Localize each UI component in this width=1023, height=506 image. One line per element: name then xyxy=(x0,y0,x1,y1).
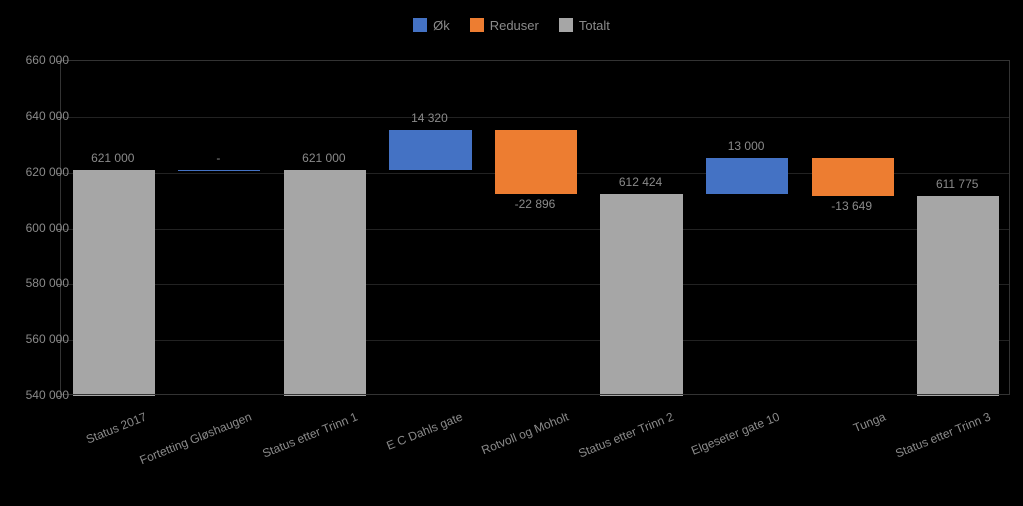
legend-swatch xyxy=(559,18,573,32)
x-axis-label: Status etter Trinn 2 xyxy=(577,410,676,461)
value-label: 14 320 xyxy=(369,111,489,125)
legend-item: Øk xyxy=(413,18,450,33)
bar-fill xyxy=(917,196,999,396)
grid-line xyxy=(61,229,1009,230)
value-label: -22 896 xyxy=(475,197,595,211)
bar-fill xyxy=(178,170,260,171)
value-label: 621 000 xyxy=(264,151,384,165)
bar-fill xyxy=(812,158,894,196)
y-axis-label: 620 000 xyxy=(13,165,69,179)
value-label: 611 775 xyxy=(897,177,1017,191)
legend-swatch xyxy=(470,18,484,32)
x-axis-label: Status 2017 xyxy=(84,410,149,447)
x-axis xyxy=(61,394,1009,395)
x-axis-label: Tunga xyxy=(851,410,887,436)
grid-line xyxy=(61,284,1009,285)
grid-line xyxy=(61,117,1009,118)
y-axis-label: 580 000 xyxy=(13,276,69,290)
bar-fill xyxy=(495,130,577,194)
grid-line xyxy=(61,340,1009,341)
bar-decrease xyxy=(812,158,894,196)
y-axis-label: 540 000 xyxy=(13,388,69,402)
plot-inner xyxy=(61,61,1009,395)
x-axis-label: Elgeseter gate 10 xyxy=(689,410,781,458)
bar-fill xyxy=(73,170,155,396)
y-axis-label: 560 000 xyxy=(13,332,69,346)
legend-item: Totalt xyxy=(559,18,610,33)
y-axis-label: 600 000 xyxy=(13,221,69,235)
x-axis-label: Status etter Trinn 1 xyxy=(260,410,359,461)
value-label: 612 424 xyxy=(581,175,701,189)
x-axis-label: Status etter Trinn 3 xyxy=(894,410,993,461)
legend: Øk Reduser Totalt xyxy=(0,18,1023,33)
bar-increase xyxy=(706,158,788,194)
chart-stage: Øk Reduser Totalt 540 000 560 000 580 000 600… xyxy=(0,0,1023,506)
bar-fill xyxy=(284,170,366,396)
bar-total xyxy=(600,194,682,396)
value-label: 13 000 xyxy=(686,139,806,153)
bar-total xyxy=(284,170,366,396)
bar-decrease xyxy=(495,130,577,194)
bar-fill xyxy=(389,130,471,170)
y-axis-label: 660 000 xyxy=(13,53,69,67)
x-axis-label: Fortetting Gløshaugen xyxy=(138,410,254,468)
bar-increase xyxy=(178,170,260,171)
legend-label: Reduser xyxy=(490,18,539,33)
bar-fill xyxy=(600,194,682,396)
bar-total xyxy=(73,170,155,396)
y-axis-label: 640 000 xyxy=(13,109,69,123)
legend-label: Totalt xyxy=(579,18,610,33)
value-label: 621 000 xyxy=(53,151,173,165)
legend-label: Øk xyxy=(433,18,450,33)
legend-swatch xyxy=(413,18,427,32)
legend-item: Reduser xyxy=(470,18,539,33)
plot-area xyxy=(60,60,1010,395)
value-label: -13 649 xyxy=(792,199,912,213)
x-axis-label: E C Dahls gate xyxy=(385,410,465,453)
bar-fill xyxy=(706,158,788,194)
bar-increase xyxy=(389,130,471,170)
bar-total xyxy=(917,196,999,396)
value-label: - xyxy=(158,151,278,165)
x-axis-label: Rotvoll og Moholt xyxy=(479,410,570,458)
